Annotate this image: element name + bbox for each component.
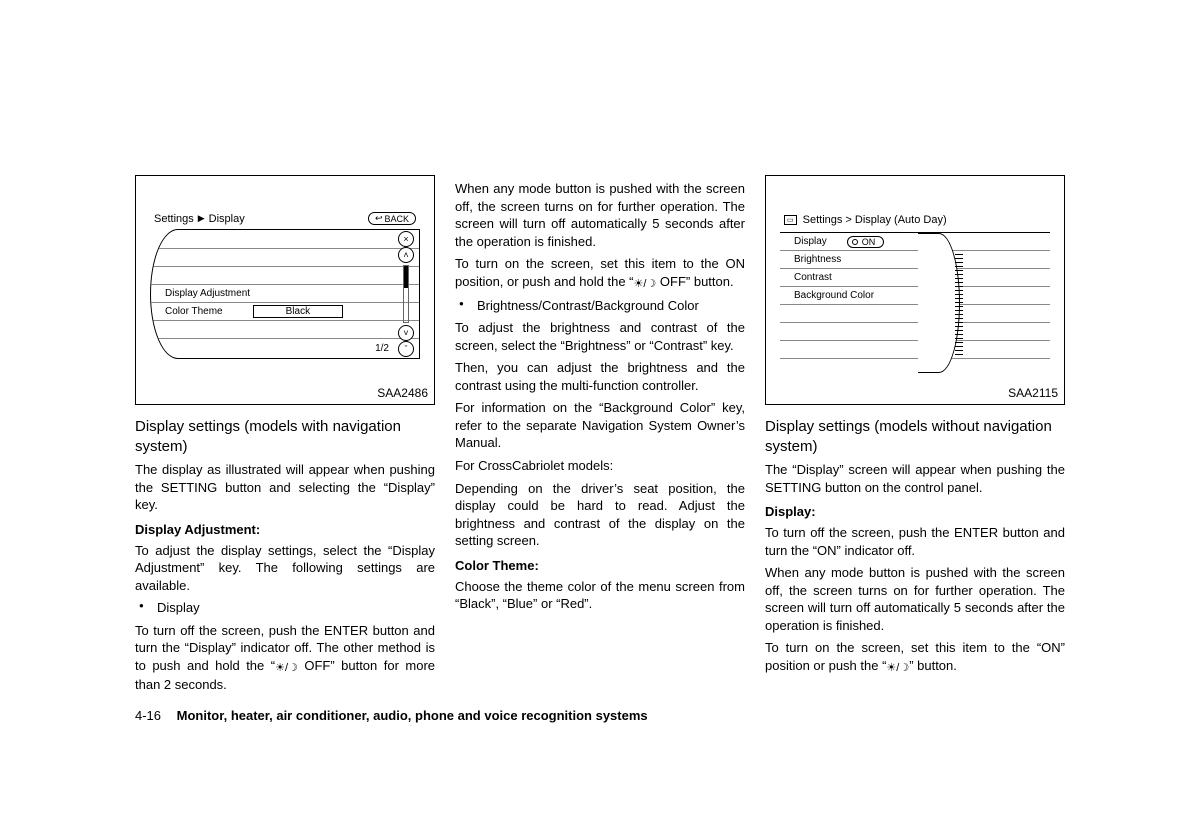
bullet-list: Display xyxy=(139,599,435,617)
pager-label: 1/2 xyxy=(375,343,389,354)
back-arrow-icon: ↩ xyxy=(375,213,383,224)
color-theme-value: Black xyxy=(253,305,343,318)
figure-id-label: SAA2486 xyxy=(377,386,428,400)
row-empty xyxy=(780,305,1050,323)
dial-ticks xyxy=(955,251,963,356)
scroll-thumb[interactable] xyxy=(404,266,408,288)
body-text: When any mode button is pushed with the … xyxy=(455,180,745,250)
page-content: Settings ▶ Display ↩ BACK Display Adjust… xyxy=(135,175,1065,698)
section-heading: Display settings (models without navigat… xyxy=(765,417,1065,456)
body-text: Choose the theme color of the menu scree… xyxy=(455,578,745,613)
sun-moon-icon: ☀︎/☽ xyxy=(634,277,657,292)
down-arrow-icon[interactable]: ˅ xyxy=(398,325,414,341)
back-button[interactable]: ↩ BACK xyxy=(368,212,416,225)
row-display[interactable]: Display ON xyxy=(780,233,1050,251)
dial-arc-icon xyxy=(918,233,960,373)
row-label: Display xyxy=(794,236,827,247)
nav-row-empty xyxy=(151,230,419,248)
bullet-item: Brightness/Contrast/Background Color xyxy=(459,297,745,315)
back-label: BACK xyxy=(384,214,409,224)
body-text: For CrossCabriolet models: xyxy=(455,457,745,475)
body-text: To adjust the display settings, select t… xyxy=(135,542,435,595)
nav-breadcrumb-bar: Settings ▶ Display ↩ BACK xyxy=(150,212,420,229)
page-number: 4-16 xyxy=(135,708,161,723)
body-text: When any mode button is pushed with the … xyxy=(765,564,1065,634)
nav-row-empty xyxy=(151,266,419,284)
on-toggle[interactable]: ON xyxy=(847,236,885,248)
nav-row-display-adjustment[interactable]: Display Adjustment xyxy=(151,284,419,302)
figure-2-frame: ▭ Settings > Display (Auto Day) Display … xyxy=(765,175,1065,405)
text-run: ” button. xyxy=(909,658,957,673)
body-text: To turn on the screen, set this item to … xyxy=(765,639,1065,675)
section-heading: Display settings (models with navigation… xyxy=(135,417,435,456)
body-text: To adjust the brightness and contrast of… xyxy=(455,319,745,354)
row-contrast[interactable]: Contrast xyxy=(780,269,1050,287)
double-down-icon[interactable]: ˇ xyxy=(398,341,414,357)
body-text: The display as illustrated will appear w… xyxy=(135,461,435,514)
body-text: To turn off the screen, push the ENTER b… xyxy=(135,622,435,693)
row-label: Background Color xyxy=(794,290,874,301)
body-text: To turn on the screen, set this item to … xyxy=(455,255,745,291)
nav-row-empty xyxy=(151,248,419,266)
header-text: Settings > Display (Auto Day) xyxy=(803,214,947,226)
row-background-color[interactable]: Background Color xyxy=(780,287,1050,305)
scrollbar[interactable] xyxy=(403,265,409,323)
body-text: Depending on the driver’s seat position,… xyxy=(455,480,745,550)
body-text: For information on the “Background Color… xyxy=(455,399,745,452)
sun-moon-icon: ☀︎/☽ xyxy=(275,661,298,676)
body-text: Then, you can adjust the brightness and … xyxy=(455,359,745,394)
row-empty xyxy=(780,341,1050,359)
toggle-indicator-icon xyxy=(852,239,858,245)
plain-header: ▭ Settings > Display (Auto Day) xyxy=(780,212,1050,233)
breadcrumb-leaf: Display xyxy=(209,213,245,225)
subheading: Display: xyxy=(765,504,1065,519)
subheading: Display Adjustment: xyxy=(135,522,435,537)
bullet-item: Display xyxy=(139,599,435,617)
subheading: Color Theme: xyxy=(455,558,745,573)
text-run: OFF” button. xyxy=(656,274,733,289)
row-label: Color Theme xyxy=(165,306,223,317)
body-text: To turn off the screen, push the ENTER b… xyxy=(765,524,1065,559)
nav-menu-body: Display Adjustment Color Theme Black × ˄ xyxy=(150,229,420,359)
column-2: When any mode button is pushed with the … xyxy=(455,175,745,698)
column-3: ▭ Settings > Display (Auto Day) Display … xyxy=(765,175,1065,698)
chapter-title: Monitor, heater, air conditioner, audio,… xyxy=(177,708,648,723)
figure-id-label: SAA2115 xyxy=(1008,386,1058,400)
bullet-list: Brightness/Contrast/Background Color xyxy=(459,297,745,315)
chevron-right-icon: ▶ xyxy=(198,213,205,224)
figure-1-frame: Settings ▶ Display ↩ BACK Display Adjust… xyxy=(135,175,435,405)
up-arrow-icon[interactable]: ˄ xyxy=(398,247,414,263)
nav-screen: Settings ▶ Display ↩ BACK Display Adjust… xyxy=(150,212,420,368)
row-label: Display Adjustment xyxy=(165,288,250,299)
body-text: The “Display” screen will appear when pu… xyxy=(765,461,1065,496)
row-label: Brightness xyxy=(794,254,841,265)
toggle-label: ON xyxy=(862,237,876,247)
column-1: Settings ▶ Display ↩ BACK Display Adjust… xyxy=(135,175,435,698)
breadcrumb-root: Settings xyxy=(154,213,194,225)
header-icon: ▭ xyxy=(784,215,797,225)
nav-row-color-theme[interactable]: Color Theme Black xyxy=(151,302,419,320)
side-button-column: × ˄ ˅ ˇ xyxy=(398,229,420,359)
page-footer: 4-16 Monitor, heater, air conditioner, a… xyxy=(135,708,648,723)
sun-moon-icon: ☀︎/☽ xyxy=(886,661,909,676)
close-icon[interactable]: × xyxy=(398,231,414,247)
plain-body: Display ON Brightness Contrast Backgroun… xyxy=(780,233,1050,373)
row-brightness[interactable]: Brightness xyxy=(780,251,1050,269)
row-label: Contrast xyxy=(794,272,832,283)
plain-screen: ▭ Settings > Display (Auto Day) Display … xyxy=(780,212,1050,368)
row-empty xyxy=(780,323,1050,341)
nav-row-empty xyxy=(151,320,419,338)
